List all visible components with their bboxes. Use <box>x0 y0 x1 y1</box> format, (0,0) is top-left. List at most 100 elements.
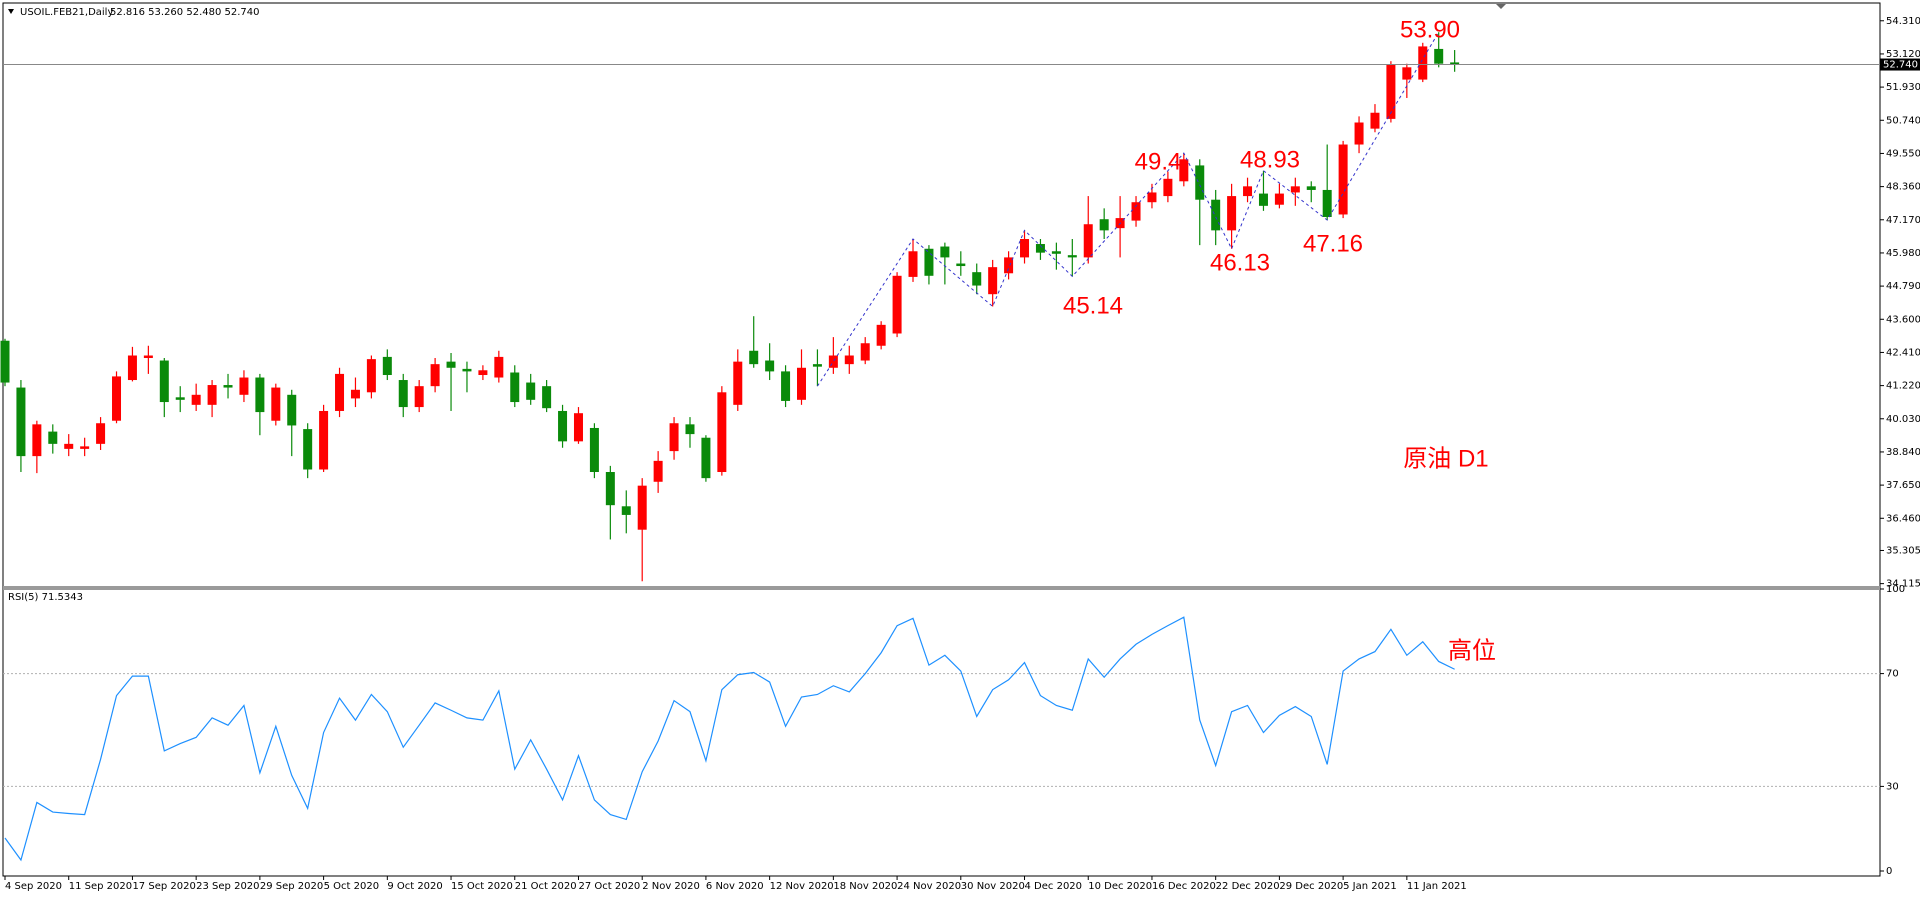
y-tick-label: 44.790 <box>1886 281 1920 292</box>
candle-body <box>669 423 679 452</box>
candle-body <box>733 361 743 405</box>
x-tick-label: 18 Nov 2020 <box>833 881 897 892</box>
candle-body <box>542 386 552 409</box>
annotation: 49.4 <box>1135 148 1182 175</box>
candle-body <box>1354 122 1364 145</box>
candle-body <box>1306 186 1316 190</box>
candle-body <box>1274 193 1284 205</box>
x-tick-label: 22 Dec 2020 <box>1216 881 1280 892</box>
candle-body <box>573 413 583 442</box>
candle-body <box>972 272 982 286</box>
candle-body <box>0 340 10 383</box>
rsi-line <box>4 616 1455 862</box>
candle-body <box>398 380 408 408</box>
candle-body <box>1370 112 1380 129</box>
candle-body <box>892 275 902 334</box>
candle-body <box>143 355 153 359</box>
candle-body <box>621 506 631 515</box>
candle-body <box>876 324 886 346</box>
candle-body <box>749 350 759 365</box>
candle-body <box>223 385 233 388</box>
x-tick-label: 2 Nov 2020 <box>642 881 700 892</box>
y-tick-label: 37.650 <box>1886 480 1920 491</box>
candle-body <box>685 424 695 435</box>
x-tick-label: 9 Oct 2020 <box>387 881 442 892</box>
candle-body <box>335 373 345 411</box>
candle-body <box>1338 144 1348 215</box>
x-tick-label: 24 Nov 2020 <box>897 881 961 892</box>
chart-title: USOIL.FEB21,Daily <box>20 7 113 18</box>
candle-body <box>1211 199 1221 231</box>
y-tick-label: 40.030 <box>1886 414 1920 425</box>
y-tick-label: 50.740 <box>1886 115 1920 126</box>
candle-body <box>1131 202 1141 221</box>
candle-body <box>127 355 137 381</box>
y-tick-label: 35.305 <box>1886 545 1920 556</box>
x-tick-label: 11 Jan 2021 <box>1407 881 1467 892</box>
candle-body <box>526 382 536 400</box>
shift-marker <box>1496 4 1506 9</box>
x-tick-label: 29 Sep 2020 <box>260 881 323 892</box>
candle-body <box>239 377 249 395</box>
y-tick-label: 48.360 <box>1886 182 1920 193</box>
annotation: 53.90 <box>1400 16 1460 43</box>
x-tick-label: 5 Jan 2021 <box>1343 881 1397 892</box>
candle-body <box>653 460 663 482</box>
candle-body <box>589 427 599 473</box>
candle-body <box>64 443 74 449</box>
annotation: 46.13 <box>1210 249 1270 276</box>
candle-body <box>1083 224 1093 258</box>
x-tick-label: 5 Oct 2020 <box>324 881 379 892</box>
candle-body <box>701 437 711 479</box>
x-tick-label: 29 Dec 2020 <box>1279 881 1343 892</box>
candle-body <box>255 377 265 413</box>
candle-body <box>1195 165 1205 200</box>
candle-body <box>48 431 58 444</box>
candle-body <box>350 389 360 399</box>
candle-body <box>382 356 392 376</box>
x-tick-label: 12 Nov 2020 <box>770 881 834 892</box>
last-price-box <box>1880 58 1920 71</box>
candle-body <box>717 392 727 473</box>
menu-icon <box>8 9 14 14</box>
candle-body <box>1179 159 1189 182</box>
candle-body <box>303 429 313 470</box>
candle-body <box>1227 196 1237 231</box>
y-tick-label: 36.460 <box>1886 513 1920 524</box>
candle-body <box>1035 244 1045 253</box>
candle-body <box>207 385 217 405</box>
x-tick-label: 4 Dec 2020 <box>1025 881 1083 892</box>
candle-body <box>510 372 520 403</box>
zigzag <box>817 31 1440 387</box>
candle-body <box>1322 189 1332 217</box>
indicator-title: RSI(5) 71.5343 <box>8 592 83 603</box>
x-tick-label: 10 Dec 2020 <box>1088 881 1152 892</box>
candle-body <box>605 472 615 506</box>
y-tick-label: 51.930 <box>1886 82 1920 93</box>
candle-body <box>112 376 122 421</box>
candle-body <box>1402 67 1412 80</box>
candle-body <box>1051 251 1061 254</box>
candle-body <box>462 368 472 372</box>
candle-body <box>844 355 854 365</box>
candle-body <box>558 410 568 442</box>
candle-body <box>271 387 281 421</box>
candle-body <box>908 251 918 277</box>
candle-body <box>478 370 488 376</box>
candle-body <box>80 446 90 449</box>
x-tick-label: 27 Oct 2020 <box>578 881 640 892</box>
candle-body <box>1020 239 1030 258</box>
chart-ohlc: 52.816 53.260 52.480 52.740 <box>110 7 260 18</box>
y-tick-label: 53.120 <box>1886 49 1920 60</box>
y-tick-label: 42.410 <box>1886 347 1920 358</box>
y-tick-label: 49.550 <box>1886 148 1920 159</box>
candle-body <box>159 360 169 403</box>
annotation: 48.93 <box>1240 146 1300 173</box>
y-tick-label: 54.310 <box>1886 16 1920 27</box>
y-tick-label: 34.115 <box>1886 579 1920 590</box>
annotation: 原油 D1 <box>1403 445 1488 472</box>
candle-body <box>765 360 775 372</box>
candle-body <box>812 364 822 367</box>
candle-body <box>781 371 791 401</box>
